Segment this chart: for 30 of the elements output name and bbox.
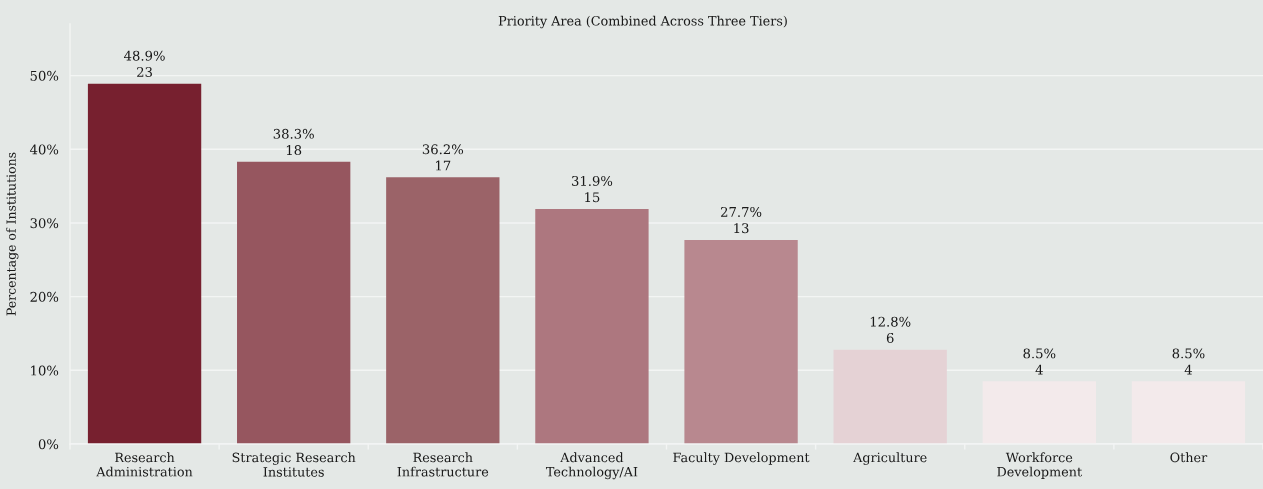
x-tick-label: Other	[1170, 452, 1208, 463]
data-label: 48.9% 23	[124, 50, 165, 77]
data-label: 36.2% 17	[422, 144, 464, 171]
y-tick-label: 20%	[30, 291, 59, 302]
bar	[87, 83, 202, 444]
data-label: 8.5% 4	[1172, 348, 1205, 375]
x-tick-label: Research Infrastructure	[397, 452, 489, 477]
bar	[386, 177, 500, 444]
x-tick-label: Workforce Development	[997, 452, 1083, 480]
data-label: 38.3% 18	[273, 128, 314, 156]
x-tick-label: Agriculture	[853, 452, 927, 465]
y-axis-title: Percentage of Institutions	[6, 152, 19, 316]
data-label: 27.7% 13	[721, 206, 762, 234]
data-label: 12.8% 6	[870, 316, 911, 343]
bar	[237, 161, 351, 444]
bar	[535, 208, 649, 444]
bar	[833, 349, 947, 444]
x-tick-label: Research Administration	[96, 452, 193, 477]
data-label: 8.5% 4	[1023, 348, 1056, 375]
y-tick-label: 40%	[29, 144, 59, 155]
chart-title: Priority Area (Combined Across Three Tiers)	[498, 15, 787, 29]
y-tick-label: 10%	[31, 365, 59, 376]
y-tick-label: 30%	[30, 218, 59, 229]
bar	[684, 239, 798, 444]
x-tick-label: Advanced Technology/AI	[545, 452, 638, 480]
y-tick-label: 0%	[38, 439, 59, 450]
x-tick-label: Strategic Research Institutes	[232, 452, 356, 477]
x-tick-label: Faculty Development	[673, 452, 810, 465]
y-tick-label: 50%	[30, 70, 59, 81]
data-label: 31.9% 15	[571, 175, 613, 203]
